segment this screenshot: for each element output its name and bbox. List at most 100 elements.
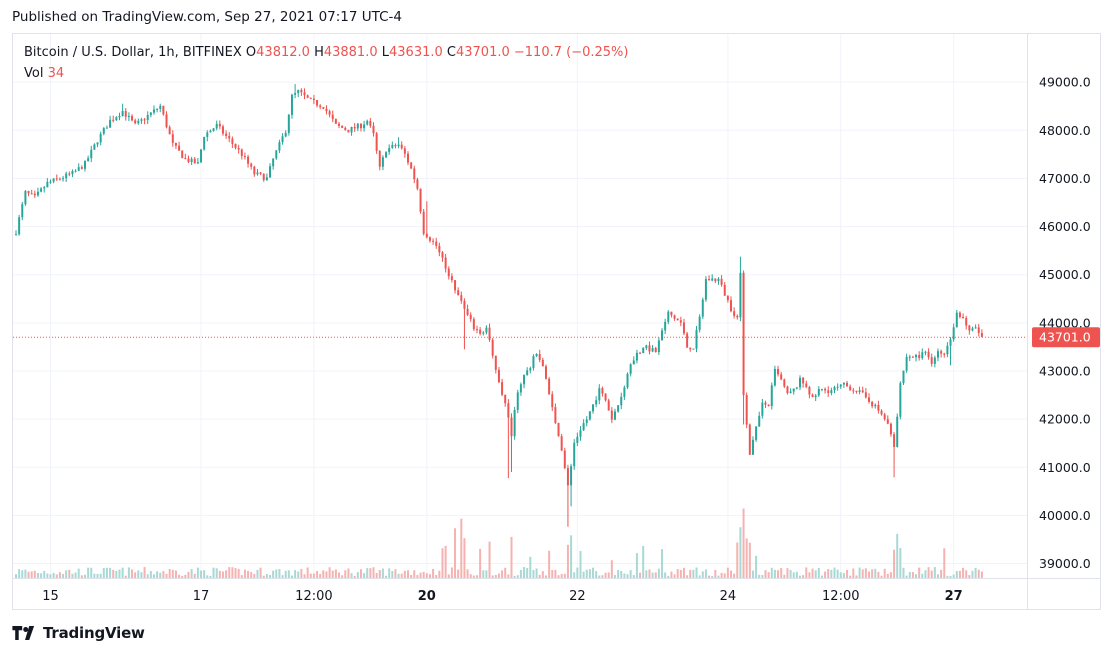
volume-bar — [33, 570, 36, 578]
volume-bar — [425, 573, 428, 578]
volume-bar — [808, 572, 811, 578]
candle-body — [55, 178, 58, 180]
volume-bar — [494, 574, 497, 578]
volume-bar — [886, 573, 889, 578]
volume-bar — [717, 575, 720, 578]
volume-bar — [635, 553, 638, 578]
y-tick-label: 41000.0 — [1039, 460, 1091, 475]
candle-body — [328, 111, 331, 115]
candle-body — [193, 158, 196, 164]
candle-body — [557, 422, 560, 437]
volume-bar — [538, 574, 541, 578]
candle-body — [570, 466, 573, 486]
volume-bar — [350, 573, 353, 578]
candle-body — [416, 179, 419, 189]
chart-frame[interactable]: 49000.0 48000.0 47000.0 46000.0 45000.0 44000… — [12, 33, 1101, 610]
volume-bar — [378, 570, 381, 578]
candle-body — [96, 142, 99, 145]
candlestick-chart[interactable]: 49000.0 48000.0 47000.0 46000.0 45000.0 44000… — [13, 34, 1101, 610]
candle-body — [962, 316, 965, 318]
candle-body — [36, 191, 39, 196]
candle-body — [21, 204, 24, 218]
published-line: Published on TradingView.com, Sep 27, 20… — [12, 9, 402, 25]
open-value: 43812.0 — [256, 45, 310, 60]
volume-bar — [946, 575, 949, 578]
volume-bar — [184, 574, 187, 578]
volume-bar — [504, 567, 507, 578]
volume-bar — [686, 575, 689, 578]
candle-body — [115, 117, 118, 121]
volume-bar — [65, 570, 68, 578]
y-tick-label: 48000.0 — [1039, 123, 1091, 138]
candle-body — [403, 148, 406, 154]
volume-bar — [645, 570, 648, 578]
volume-bar — [240, 575, 243, 578]
candle-body — [325, 108, 328, 112]
candle-body — [805, 383, 808, 387]
candle-body — [952, 327, 955, 340]
volume-bar — [607, 572, 610, 578]
volume-bar — [450, 567, 453, 578]
candle-body — [287, 114, 290, 133]
volume-bar — [940, 569, 943, 578]
candle-body — [576, 436, 579, 443]
volume-bar — [124, 575, 127, 578]
candle-body — [491, 339, 494, 356]
candle-body — [949, 339, 952, 346]
candle-body — [294, 93, 297, 95]
candle-body — [463, 300, 466, 309]
candle-body — [359, 123, 362, 129]
volume-bar — [585, 569, 588, 578]
volume-bar — [171, 569, 174, 578]
volume-bar — [353, 575, 356, 578]
footer: TradingView — [12, 624, 145, 642]
candle-body — [541, 359, 544, 367]
volume-bar — [510, 536, 513, 578]
volume-bar — [36, 572, 39, 578]
volume-bar — [225, 570, 228, 578]
x-tick-label: 17 — [193, 589, 210, 604]
volume-bar — [131, 569, 134, 578]
volume-bar — [943, 548, 946, 578]
candle-body — [708, 278, 711, 281]
candle-body — [786, 386, 789, 394]
volume-bar — [331, 570, 334, 578]
volume-bar — [24, 569, 27, 578]
symbol-label: Bitcoin / U.S. Dollar, 1h, BITFINEX — [24, 45, 242, 60]
candle-body — [924, 351, 927, 353]
candle-body — [99, 133, 102, 143]
volume-bar — [328, 567, 331, 578]
candle-body — [839, 384, 842, 387]
volume-bar — [692, 569, 695, 578]
volume-bar — [893, 549, 896, 578]
candle-body — [864, 392, 867, 398]
volume-bar — [159, 572, 162, 578]
volume-bar — [588, 569, 591, 578]
volume-bar — [554, 569, 557, 578]
candle-body — [300, 90, 303, 93]
candle-body — [686, 333, 689, 348]
candle-body — [225, 133, 228, 136]
candle-body — [265, 177, 268, 181]
candle-body — [174, 142, 177, 146]
volume-bar — [290, 575, 293, 578]
footer-brand[interactable]: TradingView — [43, 624, 145, 642]
candle-body — [281, 136, 284, 143]
candle-body — [827, 390, 830, 394]
volume-bar — [582, 571, 585, 578]
candle-body — [93, 144, 96, 150]
volume-bar — [617, 570, 620, 578]
candle-body — [83, 161, 86, 169]
candle-body — [613, 411, 616, 420]
volume-bar — [805, 567, 808, 578]
candle-body — [419, 188, 422, 212]
candle-body — [610, 410, 613, 420]
candle-body — [795, 387, 798, 389]
candle-body — [736, 315, 739, 318]
candle-body — [930, 357, 933, 364]
candle-body — [755, 426, 758, 440]
volume-bar — [162, 571, 165, 578]
candle-body — [71, 171, 74, 175]
volume-bar — [877, 571, 880, 578]
candle-body — [488, 327, 491, 340]
